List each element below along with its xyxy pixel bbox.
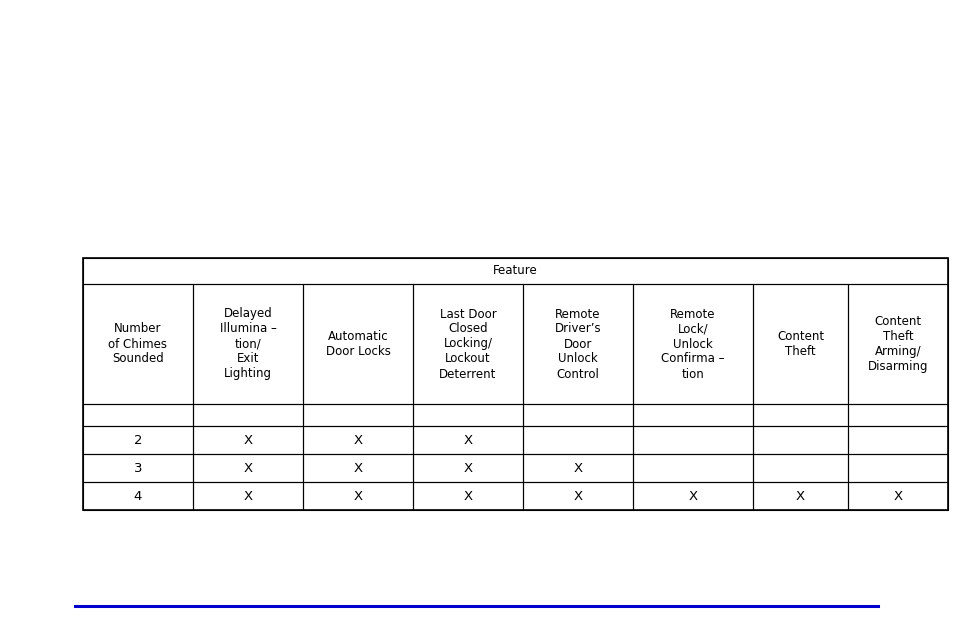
Bar <box>633 454 752 482</box>
Text: X: X <box>353 490 362 502</box>
Bar <box>847 426 947 454</box>
Text: X: X <box>688 490 697 502</box>
Text: 4: 4 <box>133 490 142 502</box>
Bar <box>752 404 847 426</box>
Text: X: X <box>573 490 582 502</box>
Bar <box>633 284 752 404</box>
Text: X: X <box>795 490 804 502</box>
Bar <box>847 454 947 482</box>
Text: X: X <box>243 434 253 446</box>
Text: X: X <box>463 462 472 474</box>
Text: X: X <box>353 462 362 474</box>
Bar <box>752 426 847 454</box>
Text: X: X <box>353 434 362 446</box>
Bar <box>752 284 847 404</box>
Bar <box>633 404 752 426</box>
Bar <box>303 284 413 404</box>
Bar <box>193 454 303 482</box>
Text: X: X <box>463 434 472 446</box>
Text: Remote
Lock/
Unlock
Confirma –
tion: Remote Lock/ Unlock Confirma – tion <box>660 307 724 380</box>
Bar <box>752 482 847 510</box>
Bar <box>193 426 303 454</box>
Bar <box>193 284 303 404</box>
Text: Automatic
Door Locks: Automatic Door Locks <box>325 330 390 358</box>
Bar <box>83 284 193 404</box>
Bar <box>633 482 752 510</box>
Bar <box>83 454 193 482</box>
Bar <box>413 426 522 454</box>
Bar <box>752 454 847 482</box>
Bar <box>847 404 947 426</box>
Text: X: X <box>463 490 472 502</box>
Text: 2: 2 <box>133 434 142 446</box>
Text: X: X <box>893 490 902 502</box>
Bar <box>522 426 633 454</box>
Text: Remote
Driver’s
Door
Unlock
Control: Remote Driver’s Door Unlock Control <box>554 307 600 380</box>
Bar <box>83 258 947 284</box>
Bar <box>413 482 522 510</box>
Bar <box>193 482 303 510</box>
Bar <box>847 284 947 404</box>
Bar <box>303 482 413 510</box>
Text: X: X <box>573 462 582 474</box>
Text: Number
of Chimes
Sounded: Number of Chimes Sounded <box>109 322 168 366</box>
Bar <box>413 454 522 482</box>
Bar <box>83 426 193 454</box>
Text: X: X <box>243 490 253 502</box>
Bar <box>303 404 413 426</box>
Bar <box>522 284 633 404</box>
Text: X: X <box>243 462 253 474</box>
Bar <box>83 258 947 510</box>
Text: Content
Theft: Content Theft <box>776 330 823 358</box>
Bar <box>83 404 193 426</box>
Text: Feature: Feature <box>493 265 537 277</box>
Text: Content
Theft
Arming/
Disarming: Content Theft Arming/ Disarming <box>867 315 927 373</box>
Bar <box>522 482 633 510</box>
Bar <box>413 284 522 404</box>
Bar <box>303 454 413 482</box>
Bar <box>413 404 522 426</box>
Text: Delayed
Illumina –
tion/
Exit
Lighting: Delayed Illumina – tion/ Exit Lighting <box>219 307 276 380</box>
Bar <box>83 482 193 510</box>
Bar <box>847 482 947 510</box>
Text: 3: 3 <box>133 462 142 474</box>
Bar <box>193 404 303 426</box>
Bar <box>522 404 633 426</box>
Bar <box>522 454 633 482</box>
Text: Last Door
Closed
Locking/
Lockout
Deterrent: Last Door Closed Locking/ Lockout Deterr… <box>438 307 497 380</box>
Bar <box>633 426 752 454</box>
Bar <box>303 426 413 454</box>
